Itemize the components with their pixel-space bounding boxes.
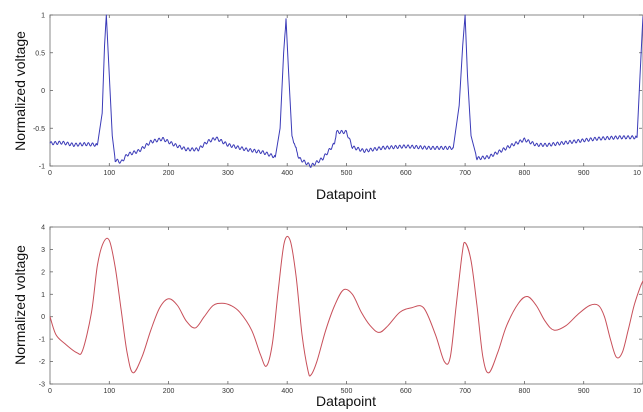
bottom-y-tick-label: 2 xyxy=(41,269,45,276)
top-x-tick-label: 500 xyxy=(341,170,353,177)
bottom-x-tick-label: 200 xyxy=(163,388,175,395)
bottom-chart-filtered-signal: Datapoint Normalized voltage 0 100 200 300 4… xyxy=(12,225,643,409)
top-x-tick-label: 700 xyxy=(459,170,471,177)
bottom-y-tick-label: 1 xyxy=(41,292,45,299)
top-y-axis-label: Normalized voltage xyxy=(12,31,28,151)
bottom-y-tick-label: -2 xyxy=(39,359,45,366)
top-x-tick-label: 300 xyxy=(222,170,234,177)
top-x-tick-label: 100 xyxy=(103,170,115,177)
top-x-tick-label: 800 xyxy=(519,170,531,177)
top-y-tick-label: 1 xyxy=(41,13,45,20)
bottom-y-tick-label: -3 xyxy=(39,382,45,389)
bottom-x-tick-label: 700 xyxy=(459,388,471,395)
top-y-tick-label: 0.5 xyxy=(35,50,45,57)
bottom-y-tick-label: -1 xyxy=(39,337,45,344)
bottom-plot-frame xyxy=(49,226,643,385)
bottom-y-tick-label: 3 xyxy=(41,247,45,254)
bottom-x-tick-label: 10 xyxy=(633,388,641,395)
top-x-tick-label: 10 xyxy=(633,170,641,177)
bottom-series-line xyxy=(49,235,643,377)
top-x-tick-label: 600 xyxy=(400,170,412,177)
top-x-tick-label: 0 xyxy=(48,170,52,177)
bottom-y-tick-label: 0 xyxy=(41,314,45,321)
bottom-x-tick-label: 100 xyxy=(103,388,115,395)
bottom-x-tick-label: 800 xyxy=(519,388,531,395)
top-x-tick-label: 400 xyxy=(281,170,293,177)
top-plot-frame xyxy=(49,14,643,167)
bottom-x-tick-label: 300 xyxy=(222,388,234,395)
bottom-x-tick-label: 500 xyxy=(341,388,353,395)
top-y-tick-label: -0.5 xyxy=(33,126,45,133)
top-series-line xyxy=(49,14,643,168)
bottom-x-tick-label: 400 xyxy=(281,388,293,395)
top-y-tick-label: -1 xyxy=(39,164,45,171)
top-x-tick-label: 900 xyxy=(578,170,590,177)
bottom-x-axis-label: Datapoint xyxy=(316,393,376,409)
top-chart-normalized-ecg: Datapoint Normalized voltage 0 100 200 300 4… xyxy=(12,13,643,202)
bottom-y-axis-label: Normalized voltage xyxy=(12,245,28,365)
top-y-tick-label: 0 xyxy=(41,88,45,95)
bottom-x-tick-label: 900 xyxy=(578,388,590,395)
bottom-x-tick-label: 0 xyxy=(48,388,52,395)
top-x-axis-label: Datapoint xyxy=(316,186,376,202)
bottom-x-tick-label: 600 xyxy=(400,388,412,395)
bottom-y-tick-label: 4 xyxy=(41,225,45,232)
top-x-tick-label: 200 xyxy=(163,170,175,177)
